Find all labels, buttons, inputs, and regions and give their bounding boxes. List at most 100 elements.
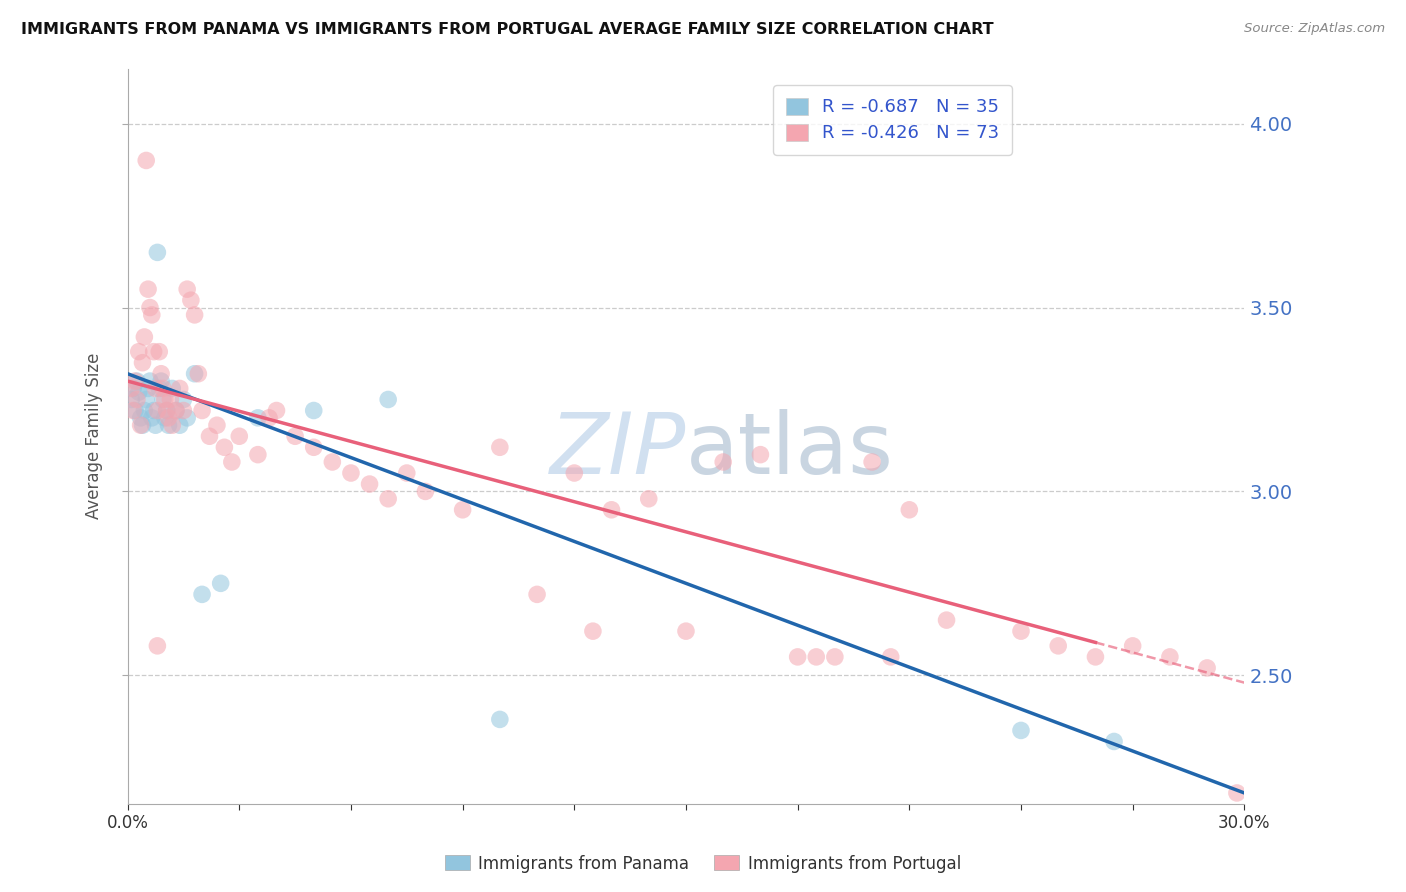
Point xyxy=(146,403,169,417)
Point xyxy=(145,381,167,395)
Point xyxy=(1226,786,1249,800)
Point xyxy=(152,381,174,395)
Point xyxy=(209,576,232,591)
Point xyxy=(135,153,157,168)
Point xyxy=(786,649,808,664)
Point xyxy=(880,649,903,664)
Point xyxy=(198,429,221,443)
Point xyxy=(266,403,288,417)
Point xyxy=(1047,639,1070,653)
Point xyxy=(122,403,145,417)
Point xyxy=(191,403,214,417)
Point xyxy=(1010,624,1032,639)
Y-axis label: Average Family Size: Average Family Size xyxy=(86,353,103,519)
Point xyxy=(377,491,399,506)
Point xyxy=(162,381,184,395)
Point xyxy=(148,344,170,359)
Point xyxy=(221,455,243,469)
Point xyxy=(162,418,184,433)
Point xyxy=(415,484,437,499)
Point xyxy=(157,410,180,425)
Point xyxy=(169,418,191,433)
Point xyxy=(321,455,343,469)
Point xyxy=(122,381,145,395)
Point xyxy=(134,403,156,417)
Point xyxy=(1102,734,1125,748)
Point xyxy=(169,381,191,395)
Point xyxy=(824,649,846,664)
Point xyxy=(246,410,269,425)
Point xyxy=(489,713,512,727)
Point xyxy=(675,624,697,639)
Point xyxy=(146,639,169,653)
Point xyxy=(1010,723,1032,738)
Point xyxy=(128,385,150,400)
Point xyxy=(359,477,381,491)
Point xyxy=(302,440,325,454)
Point xyxy=(139,301,162,315)
Point xyxy=(120,381,142,395)
Point xyxy=(139,374,162,388)
Point xyxy=(749,448,772,462)
Point xyxy=(156,403,179,417)
Point xyxy=(205,418,228,433)
Point xyxy=(526,587,548,601)
Point xyxy=(183,367,205,381)
Point xyxy=(152,392,174,407)
Legend: Immigrants from Panama, Immigrants from Portugal: Immigrants from Panama, Immigrants from … xyxy=(439,848,967,880)
Point xyxy=(165,403,187,417)
Point xyxy=(125,392,148,407)
Point xyxy=(135,392,157,407)
Point xyxy=(191,587,214,601)
Point xyxy=(806,649,828,664)
Point xyxy=(1197,661,1219,675)
Point xyxy=(141,410,163,425)
Point xyxy=(148,381,170,395)
Point xyxy=(172,403,194,417)
Point xyxy=(246,448,269,462)
Point xyxy=(898,503,921,517)
Legend: R = -0.687   N = 35, R = -0.426   N = 73: R = -0.687 N = 35, R = -0.426 N = 73 xyxy=(773,85,1012,155)
Point xyxy=(125,374,148,388)
Point xyxy=(711,455,734,469)
Point xyxy=(159,392,181,407)
Point xyxy=(180,293,202,308)
Point xyxy=(1122,639,1144,653)
Point xyxy=(165,403,187,417)
Point xyxy=(489,440,512,454)
Point xyxy=(377,392,399,407)
Point xyxy=(187,367,209,381)
Point xyxy=(153,410,176,425)
Text: Source: ZipAtlas.com: Source: ZipAtlas.com xyxy=(1244,22,1385,36)
Point xyxy=(302,403,325,417)
Point xyxy=(1084,649,1107,664)
Point xyxy=(142,344,165,359)
Text: atlas: atlas xyxy=(686,409,894,492)
Point xyxy=(129,418,152,433)
Point xyxy=(395,466,418,480)
Point xyxy=(150,367,173,381)
Point xyxy=(134,330,156,344)
Point xyxy=(128,344,150,359)
Point xyxy=(1215,808,1237,822)
Point xyxy=(120,392,142,407)
Point xyxy=(582,624,605,639)
Point xyxy=(176,410,198,425)
Point xyxy=(600,503,623,517)
Point xyxy=(172,392,194,407)
Point xyxy=(131,356,153,370)
Point xyxy=(935,613,957,627)
Point xyxy=(142,403,165,417)
Point xyxy=(860,455,883,469)
Text: ZIP: ZIP xyxy=(550,409,686,492)
Text: IMMIGRANTS FROM PANAMA VS IMMIGRANTS FROM PORTUGAL AVERAGE FAMILY SIZE CORRELATI: IMMIGRANTS FROM PANAMA VS IMMIGRANTS FRO… xyxy=(21,22,994,37)
Point xyxy=(637,491,659,506)
Point xyxy=(136,282,159,296)
Point xyxy=(124,374,146,388)
Point xyxy=(340,466,363,480)
Point xyxy=(562,466,585,480)
Point xyxy=(153,392,176,407)
Point xyxy=(257,410,280,425)
Point xyxy=(146,245,169,260)
Point xyxy=(451,503,474,517)
